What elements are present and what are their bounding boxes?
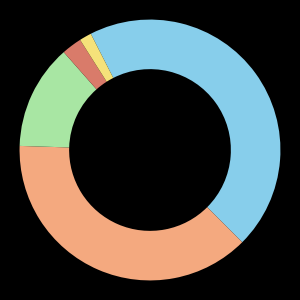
Wedge shape — [80, 34, 113, 82]
Wedge shape — [64, 40, 107, 89]
Wedge shape — [91, 20, 280, 242]
Wedge shape — [20, 146, 242, 280]
Wedge shape — [20, 52, 97, 148]
